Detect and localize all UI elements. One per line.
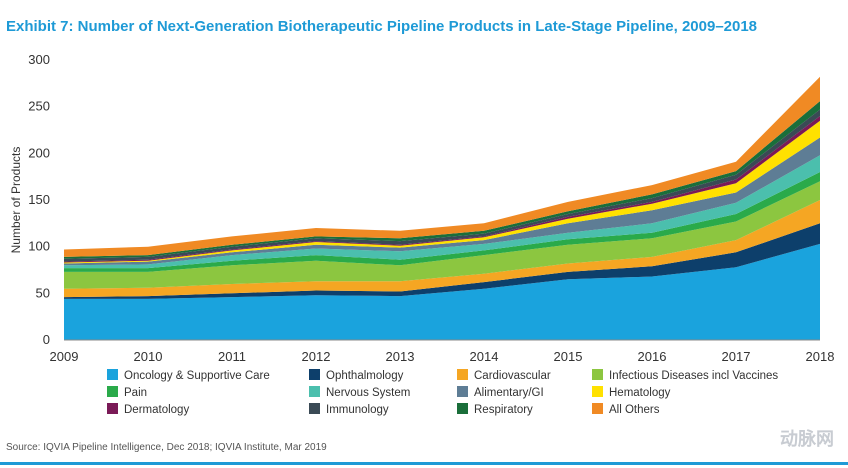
x-tick-label: 2018 [806, 349, 835, 364]
watermark-logo: 动脉网 [780, 429, 834, 449]
y-tick-label: 50 [36, 285, 50, 300]
legend-label: Dermatology [124, 404, 189, 416]
area-series-oncology-supportive-care [64, 243, 820, 340]
x-tick-label: 2017 [722, 349, 751, 364]
y-tick-label: 200 [28, 145, 50, 160]
legend-label: Immunology [326, 404, 389, 416]
y-tick-label: 0 [43, 332, 50, 347]
chart-title: Exhibit 7: Number of Next-Generation Bio… [6, 18, 758, 35]
y-tick-label: 100 [28, 239, 50, 254]
legend-label: Pain [124, 387, 147, 399]
bottom-divider [0, 462, 848, 465]
legend-swatch [309, 386, 320, 397]
legend-label: Ophthalmology [326, 370, 404, 382]
legend-swatch [309, 369, 320, 380]
x-tick-label: 2013 [386, 349, 415, 364]
legend-swatch [457, 403, 468, 414]
y-axis-label: Number of Products [9, 147, 23, 254]
legend-label: All Others [609, 404, 660, 416]
legend-swatch [107, 403, 118, 414]
legend-swatch [592, 369, 603, 380]
x-tick-label: 2009 [50, 349, 79, 364]
y-tick-label: 300 [28, 52, 50, 67]
area-series-cardiovascular [64, 200, 820, 298]
legend-label: Hematology [609, 387, 671, 399]
x-tick-label: 2010 [134, 349, 163, 364]
x-tick-label: 2011 [218, 349, 246, 364]
legend-swatch [309, 403, 320, 414]
legend-label: Respiratory [474, 404, 533, 416]
legend-label: Cardiovascular [474, 370, 551, 382]
x-tick-label: 2016 [638, 349, 667, 364]
legend-swatch [592, 386, 603, 397]
legend-label: Oncology & Supportive Care [124, 370, 270, 382]
legend-swatch [107, 386, 118, 397]
legend-swatch [592, 403, 603, 414]
y-tick-label: 150 [28, 192, 50, 207]
legend-swatch [107, 369, 118, 380]
x-tick-label: 2014 [470, 349, 499, 364]
y-tick-label: 250 [28, 99, 50, 114]
legend-swatch [457, 369, 468, 380]
legend-label: Infectious Diseases incl Vaccines [609, 370, 778, 382]
x-tick-label: 2012 [302, 349, 331, 364]
area-series-infectious-diseases-incl-vaccines [64, 181, 820, 289]
source-note: Source: IQVIA Pipeline Intelligence, Dec… [6, 442, 327, 453]
legend-swatch [457, 386, 468, 397]
legend-label: Nervous System [326, 387, 410, 399]
x-tick-label: 2015 [554, 349, 583, 364]
legend-label: Alimentary/GI [474, 387, 544, 399]
stacked-area-chart: 0 50 100 150 200 250 300 2009 2010 2011 2012 2013 20… [9, 52, 835, 416]
